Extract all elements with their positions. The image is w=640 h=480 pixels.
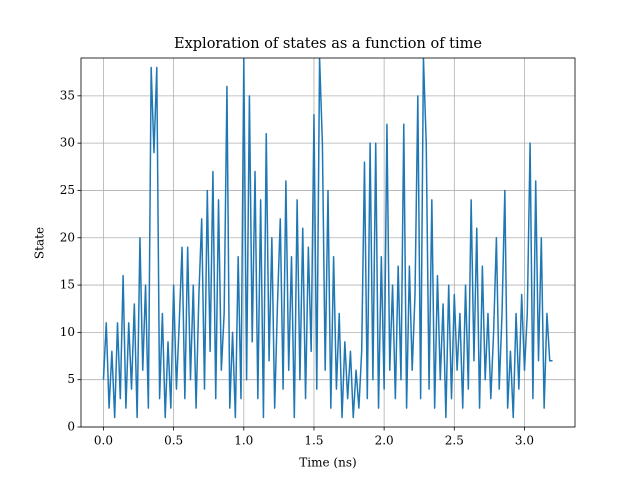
y-tick-label: 30 [60, 136, 75, 150]
y-tick-label: 5 [67, 372, 75, 386]
y-tick-label: 15 [60, 278, 75, 292]
y-tick-label: 25 [60, 183, 75, 197]
x-tick-label: 3.0 [515, 434, 534, 448]
data-line [102, 58, 553, 419]
x-tick-label: 2.0 [375, 434, 394, 448]
y-tick-label: 20 [60, 230, 75, 244]
x-axis-label: Time (ns) [299, 456, 356, 470]
y-tick-label: 35 [60, 88, 75, 102]
x-tick-label: 2.5 [445, 434, 464, 448]
x-tick-label: 0.0 [94, 434, 113, 448]
chart-title: Exploration of states as a function of t… [174, 36, 482, 52]
x-tick-label: 0.5 [164, 434, 183, 448]
x-tick-label: 1.0 [234, 434, 253, 448]
y-tick-label: 10 [60, 325, 75, 339]
plot-frame [80, 57, 576, 428]
x-tick-label: 1.5 [304, 434, 323, 448]
y-axis-label: State [33, 227, 47, 259]
y-tick-label: 0 [67, 420, 75, 434]
